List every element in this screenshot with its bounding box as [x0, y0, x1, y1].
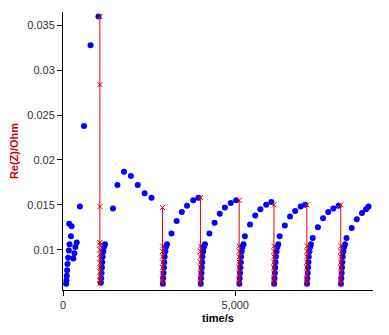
svg-text:0.035: 0.035	[27, 19, 55, 31]
svg-text:0.015: 0.015	[27, 199, 55, 211]
svg-text:0.01: 0.01	[33, 244, 54, 256]
svg-text:0: 0	[60, 299, 66, 311]
svg-text:0.025: 0.025	[27, 109, 55, 121]
svg-text:0.02: 0.02	[33, 154, 54, 166]
svg-text:5,000: 5,000	[221, 299, 249, 311]
svg-text:0.03: 0.03	[33, 64, 54, 76]
svg-text:Re(Z)/Ohm: Re(Z)/Ohm	[8, 123, 20, 179]
svg-text:time/s: time/s	[202, 312, 234, 324]
